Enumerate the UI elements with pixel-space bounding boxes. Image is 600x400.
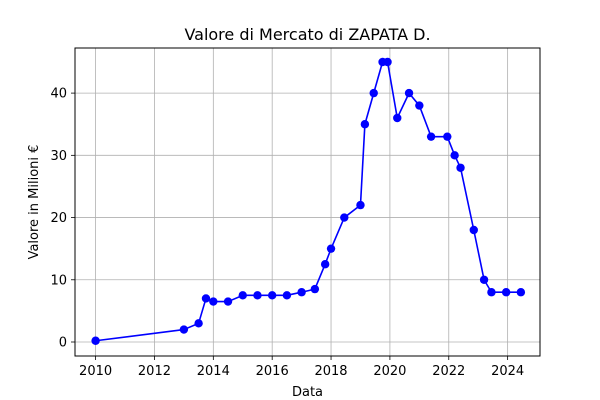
y-axis-label: Valore in Milioni € [27, 145, 42, 260]
y-tick-label: 20 [50, 211, 67, 226]
data-point [487, 288, 496, 297]
data-point [282, 291, 292, 300]
data-point [91, 336, 100, 345]
data-point [415, 101, 424, 110]
data-point [456, 163, 465, 172]
axis-ticks: 2010 2012 2014 2016 2018 2020 2022 2024 0 10 20 30 4… [50, 87, 524, 379]
data-point [369, 88, 378, 98]
data-point [356, 200, 365, 210]
x-tick-label: 2018 [314, 364, 347, 379]
data-point [479, 275, 489, 284]
y-tick-label: 10 [50, 273, 67, 288]
data-point [393, 113, 402, 123]
data-point [516, 288, 526, 297]
data-point [426, 132, 436, 141]
chart-title: Valore di Mercato di ZAPATA D. [184, 25, 430, 44]
data-point [340, 213, 349, 222]
data-point [238, 291, 247, 300]
grid-lines [75, 48, 540, 356]
series-group [91, 57, 526, 345]
x-tick-label: 2022 [432, 364, 465, 379]
data-point [297, 288, 306, 297]
x-tick-label: 2024 [491, 364, 524, 379]
plot-frame [74, 47, 541, 357]
data-point [320, 260, 330, 269]
data-point [360, 120, 370, 129]
data-point [201, 294, 211, 303]
data-point [450, 151, 459, 160]
data-point [404, 88, 414, 98]
data-point [310, 284, 320, 294]
data-point [253, 291, 262, 300]
x-tick-label: 2014 [197, 364, 230, 379]
data-point [443, 132, 452, 141]
y-tick-label: 0 [59, 336, 67, 351]
y-tick-label: 40 [50, 87, 67, 102]
data-point [469, 225, 478, 235]
x-axis-label: Data [292, 385, 323, 400]
x-tick-label: 2020 [373, 364, 406, 379]
data-point [501, 288, 511, 297]
data-point [194, 319, 203, 328]
data-point [326, 244, 336, 253]
data-point [179, 325, 189, 334]
data-point [223, 297, 233, 306]
y-tick-label: 30 [50, 149, 67, 164]
x-tick-label: 2016 [256, 364, 289, 379]
x-tick-label: 2010 [79, 364, 112, 379]
x-tick-label: 2012 [138, 364, 171, 379]
data-point [209, 297, 218, 306]
data-point [267, 291, 277, 300]
data-point [383, 57, 392, 67]
